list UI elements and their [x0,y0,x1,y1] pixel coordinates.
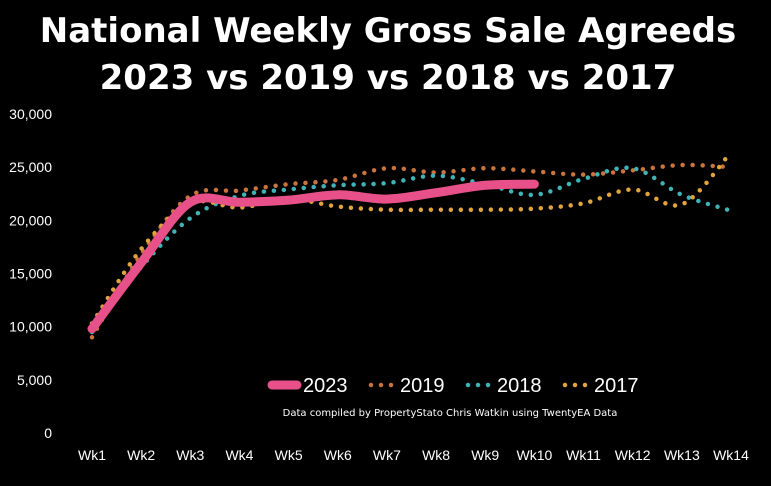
y-tick-label: 10,000 [9,319,52,335]
x-tick-label: Wk9 [471,447,499,463]
y-tick-label: 25,000 [9,159,52,175]
y-tick-label: 20,000 [9,212,52,228]
x-tick-label: Wk5 [275,447,303,463]
legend-label-2018: 2018 [497,375,542,397]
data-source-note: Data compiled by PropertyStato Chris Wat… [283,408,618,419]
x-tick-label: Wk4 [225,447,253,463]
legend-label-2019: 2019 [400,375,445,397]
y-tick-label: 15,000 [9,266,52,282]
y-tick-label: 0 [44,425,52,441]
x-tick-label: Wk2 [127,447,155,463]
y-tick-label: 30,000 [9,106,52,122]
series-line-2023 [87,179,539,334]
series-layer [87,150,734,340]
x-axis-ticks: Wk1 Wk2 Wk3 Wk4 Wk5 Wk6 Wk7 Wk8 Wk9 Wk10 Wk11 Wk12 W… [78,447,749,463]
x-tick-label: Wk10 [516,447,552,463]
x-tick-label: Wk1 [78,447,106,463]
x-tick-label: Wk14 [713,447,749,463]
x-tick-label: Wk12 [615,447,651,463]
x-tick-label: Wk7 [373,447,401,463]
legend-label-2017: 2017 [594,375,639,397]
y-tick-label: 5,000 [17,372,52,388]
x-tick-label: Wk13 [664,447,700,463]
chart-title-line-2: 2023 vs 2019 vs 2018 vs 2017 [100,58,677,98]
legend: 2023 2019 2018 2017 [267,375,639,397]
x-tick-label: Wk8 [422,447,450,463]
series-line-2018 [89,165,734,335]
chart-title-line-1: National Weekly Gross Sale Agreeds [40,11,736,51]
legend-label-2023: 2023 [303,375,348,397]
y-axis-ticks: 0 5,000 10,000 15,000 20,000 25,000 30,000 [9,106,52,441]
x-tick-label: Wk6 [324,447,352,463]
series-line-2017 [89,150,734,326]
x-tick-label: Wk3 [176,447,204,463]
series-line-2019 [89,162,734,340]
x-tick-label: Wk11 [566,447,601,463]
